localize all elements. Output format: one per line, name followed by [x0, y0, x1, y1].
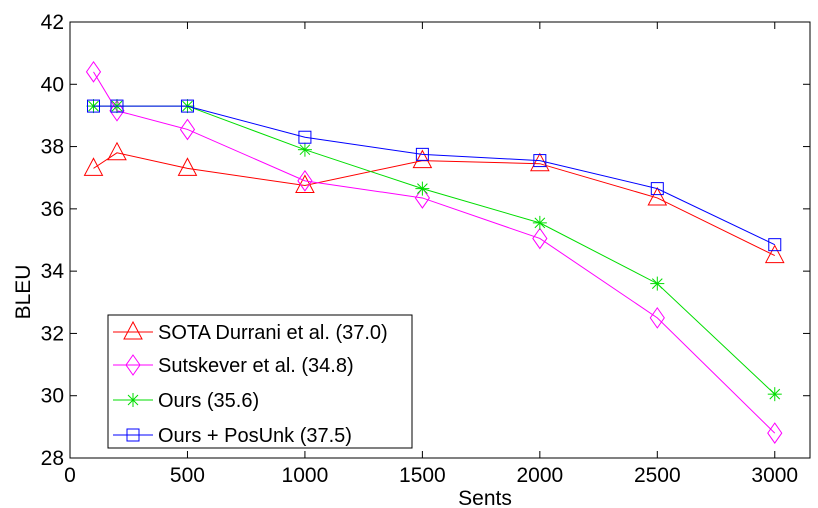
legend-marker [123, 320, 143, 340]
data-point [177, 157, 198, 176]
x-tick-label: 2000 [516, 464, 563, 487]
data-point [110, 99, 124, 113]
marker-stroke [299, 144, 311, 156]
data-point [297, 169, 313, 192]
data-point [180, 99, 194, 113]
data-point [650, 182, 664, 196]
y-tick-label: 28 [41, 447, 64, 470]
data-point [415, 147, 429, 161]
data-point [532, 215, 547, 230]
legend-label: Ours (35.6) [158, 390, 259, 412]
series-line [93, 105, 775, 246]
legend-marker [126, 428, 140, 442]
y-axis-title: BLEU [12, 265, 35, 320]
data-point [109, 99, 125, 122]
y-tick-label: 38 [41, 136, 64, 159]
data-point [533, 154, 547, 168]
data-point [530, 152, 550, 172]
x-axis-title: Sents [458, 487, 512, 508]
legend-marker [126, 393, 140, 407]
legend: SOTA Durrani et al. (37.0) Sutskever et a… [107, 314, 413, 449]
data-point [298, 130, 312, 144]
legend-label: SOTA Durrani et al. (37.0) [158, 322, 388, 344]
data-point [647, 186, 668, 206]
legend-label: Ours + PosUnk (37.5) [158, 425, 352, 447]
series-3 [86, 99, 782, 252]
series-line [93, 152, 775, 257]
series-0 [83, 141, 785, 264]
y-tick-label: 42 [41, 11, 64, 34]
data-point [768, 238, 782, 252]
marker-stroke [769, 388, 781, 400]
legend-marker [125, 354, 141, 376]
data-point [86, 99, 100, 113]
x-tick-label: 500 [170, 464, 205, 487]
data-point [415, 181, 430, 196]
series-line [93, 71, 776, 434]
axis-ticks: 0 500 1000 1500 2000 2500 3000 28 30 32 34 36 38 40 42 [41, 11, 810, 487]
x-tick-label: 3000 [751, 464, 798, 487]
series-1 [85, 60, 783, 444]
y-tick-label: 40 [41, 73, 64, 96]
x-tick-label: 1000 [282, 464, 329, 487]
y-tick-label: 34 [41, 260, 65, 283]
data-point [85, 60, 102, 83]
y-tick-label: 36 [41, 198, 64, 221]
data-point [179, 118, 196, 141]
x-tick-label: 2500 [634, 464, 681, 487]
x-tick-label: 0 [64, 464, 76, 487]
marker-stroke [127, 394, 139, 406]
data-point [532, 227, 548, 250]
y-tick-label: 30 [41, 385, 64, 408]
legend-label: Sutskever et al. (34.8) [158, 355, 354, 377]
data-point [83, 157, 104, 176]
data-point [767, 422, 783, 444]
data-point [412, 149, 433, 169]
data-point [414, 187, 430, 209]
data-point [764, 244, 785, 264]
marker-stroke [534, 217, 546, 229]
data-point [650, 276, 665, 291]
marker-stroke [417, 183, 428, 194]
series-layer [83, 60, 785, 444]
data-point [767, 387, 782, 402]
data-point [107, 141, 127, 161]
x-tick-label: 1500 [399, 464, 446, 487]
data-point [649, 306, 665, 329]
data-point [297, 142, 312, 157]
y-tick-label: 32 [41, 322, 64, 345]
marker-stroke [651, 278, 663, 289]
legend-box [107, 314, 413, 449]
